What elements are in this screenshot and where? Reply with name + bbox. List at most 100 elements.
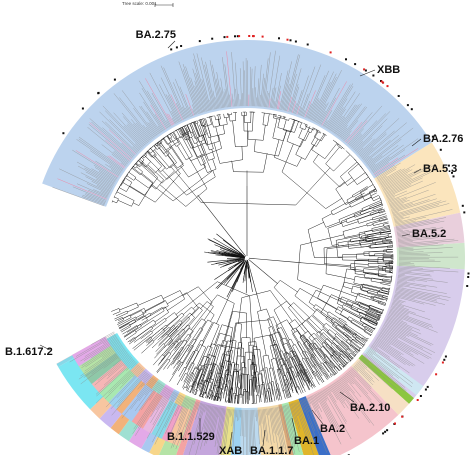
tree-branch xyxy=(204,153,212,172)
tree-branch xyxy=(176,130,181,139)
leaf-line xyxy=(360,133,387,158)
leaf-line xyxy=(98,171,116,182)
tree-branch xyxy=(364,331,371,336)
branch-connector xyxy=(159,141,163,145)
branch-connector xyxy=(198,286,213,303)
taxon-marker xyxy=(175,46,178,49)
leaf-line xyxy=(377,168,397,181)
leaf-line xyxy=(375,338,402,355)
branch-connector xyxy=(156,144,159,146)
leaf-line xyxy=(137,374,150,390)
tree-branch xyxy=(196,344,201,351)
branch-connector xyxy=(303,123,308,126)
branch-connector xyxy=(368,319,370,323)
tree-branch xyxy=(262,382,266,403)
tree-branch xyxy=(338,365,343,370)
leaf-line xyxy=(367,350,373,355)
leaf-line xyxy=(91,331,115,345)
leaf-line xyxy=(172,118,176,125)
leaf-line xyxy=(388,312,429,328)
tree-branch xyxy=(128,171,137,178)
branch-connector xyxy=(215,118,221,121)
leaf-line xyxy=(173,82,189,118)
branch-connector xyxy=(359,347,361,350)
tree-branch xyxy=(211,395,213,400)
tree-branch xyxy=(169,361,183,382)
tree-branch xyxy=(163,360,171,370)
leaf-line xyxy=(206,406,215,444)
leaf-line xyxy=(321,81,347,126)
taxon-marker xyxy=(180,45,183,47)
tree-branch xyxy=(195,319,209,340)
leaf-line xyxy=(135,386,167,436)
branch-connector xyxy=(151,330,153,333)
leaf-line xyxy=(156,388,170,411)
leaf-line xyxy=(369,163,376,169)
leaf-line xyxy=(116,369,144,398)
branch-connector xyxy=(218,381,221,383)
tree-branch xyxy=(223,374,227,384)
tree-branch xyxy=(329,361,336,369)
branch-connector xyxy=(161,295,165,302)
tree-branch xyxy=(189,386,193,393)
tree-branch xyxy=(313,128,315,131)
leaf-line xyxy=(312,395,319,409)
branch-connector xyxy=(179,320,183,323)
tree-branch xyxy=(189,318,203,336)
leaf-line xyxy=(396,283,410,286)
branch-connector xyxy=(320,346,323,349)
tree-branch xyxy=(158,335,169,347)
leaf-line xyxy=(365,135,400,163)
leaf-line xyxy=(157,125,163,133)
leaf-line xyxy=(141,88,168,129)
tree-branch xyxy=(350,344,360,352)
tree-branch xyxy=(170,165,175,172)
branch-connector xyxy=(129,314,132,318)
tree-branch xyxy=(382,270,391,272)
tree-branch xyxy=(331,354,339,363)
leaf-line xyxy=(382,164,432,190)
tree-branch xyxy=(286,319,294,330)
tree-branch xyxy=(171,318,191,339)
tree-branch xyxy=(312,295,337,310)
leaf-line xyxy=(109,155,126,168)
leaf-line xyxy=(188,403,205,455)
leaf-line xyxy=(365,157,373,164)
leaf-line xyxy=(295,75,309,115)
tree-branch xyxy=(117,319,124,324)
tree-branch xyxy=(156,353,172,373)
branch-connector xyxy=(191,306,196,311)
tree-branch xyxy=(211,395,214,400)
leaf-line xyxy=(145,78,173,126)
branch-connector xyxy=(190,146,194,149)
leaf-line xyxy=(59,168,110,193)
tree-branch xyxy=(340,363,344,368)
leaf-line xyxy=(150,387,169,417)
leaf-line xyxy=(103,350,127,369)
tree-branch xyxy=(307,126,311,132)
branch-connector xyxy=(340,176,348,186)
branch-connector xyxy=(200,339,205,342)
tree-branch xyxy=(369,208,383,214)
leaf-line xyxy=(294,402,309,444)
branch-connector xyxy=(168,352,172,355)
leaf-line xyxy=(348,128,364,146)
branch-connector xyxy=(237,355,245,357)
tree-branch xyxy=(186,373,194,389)
branch-connector xyxy=(134,330,137,333)
tree-branch xyxy=(216,382,221,401)
branch-connector xyxy=(230,339,237,342)
tree-branch xyxy=(219,388,222,398)
leaf-line xyxy=(359,359,393,390)
leaf-line xyxy=(231,52,236,107)
tree-branch xyxy=(364,226,390,233)
leaf-line xyxy=(372,343,378,348)
tree-branch xyxy=(332,341,343,352)
leaf-line xyxy=(139,92,165,131)
tree-branch xyxy=(194,121,201,137)
tree-branch xyxy=(319,330,332,344)
branch-connector xyxy=(188,327,194,332)
tree-branch xyxy=(172,361,181,375)
tree-branch xyxy=(269,345,274,359)
branch-connector xyxy=(189,385,193,388)
